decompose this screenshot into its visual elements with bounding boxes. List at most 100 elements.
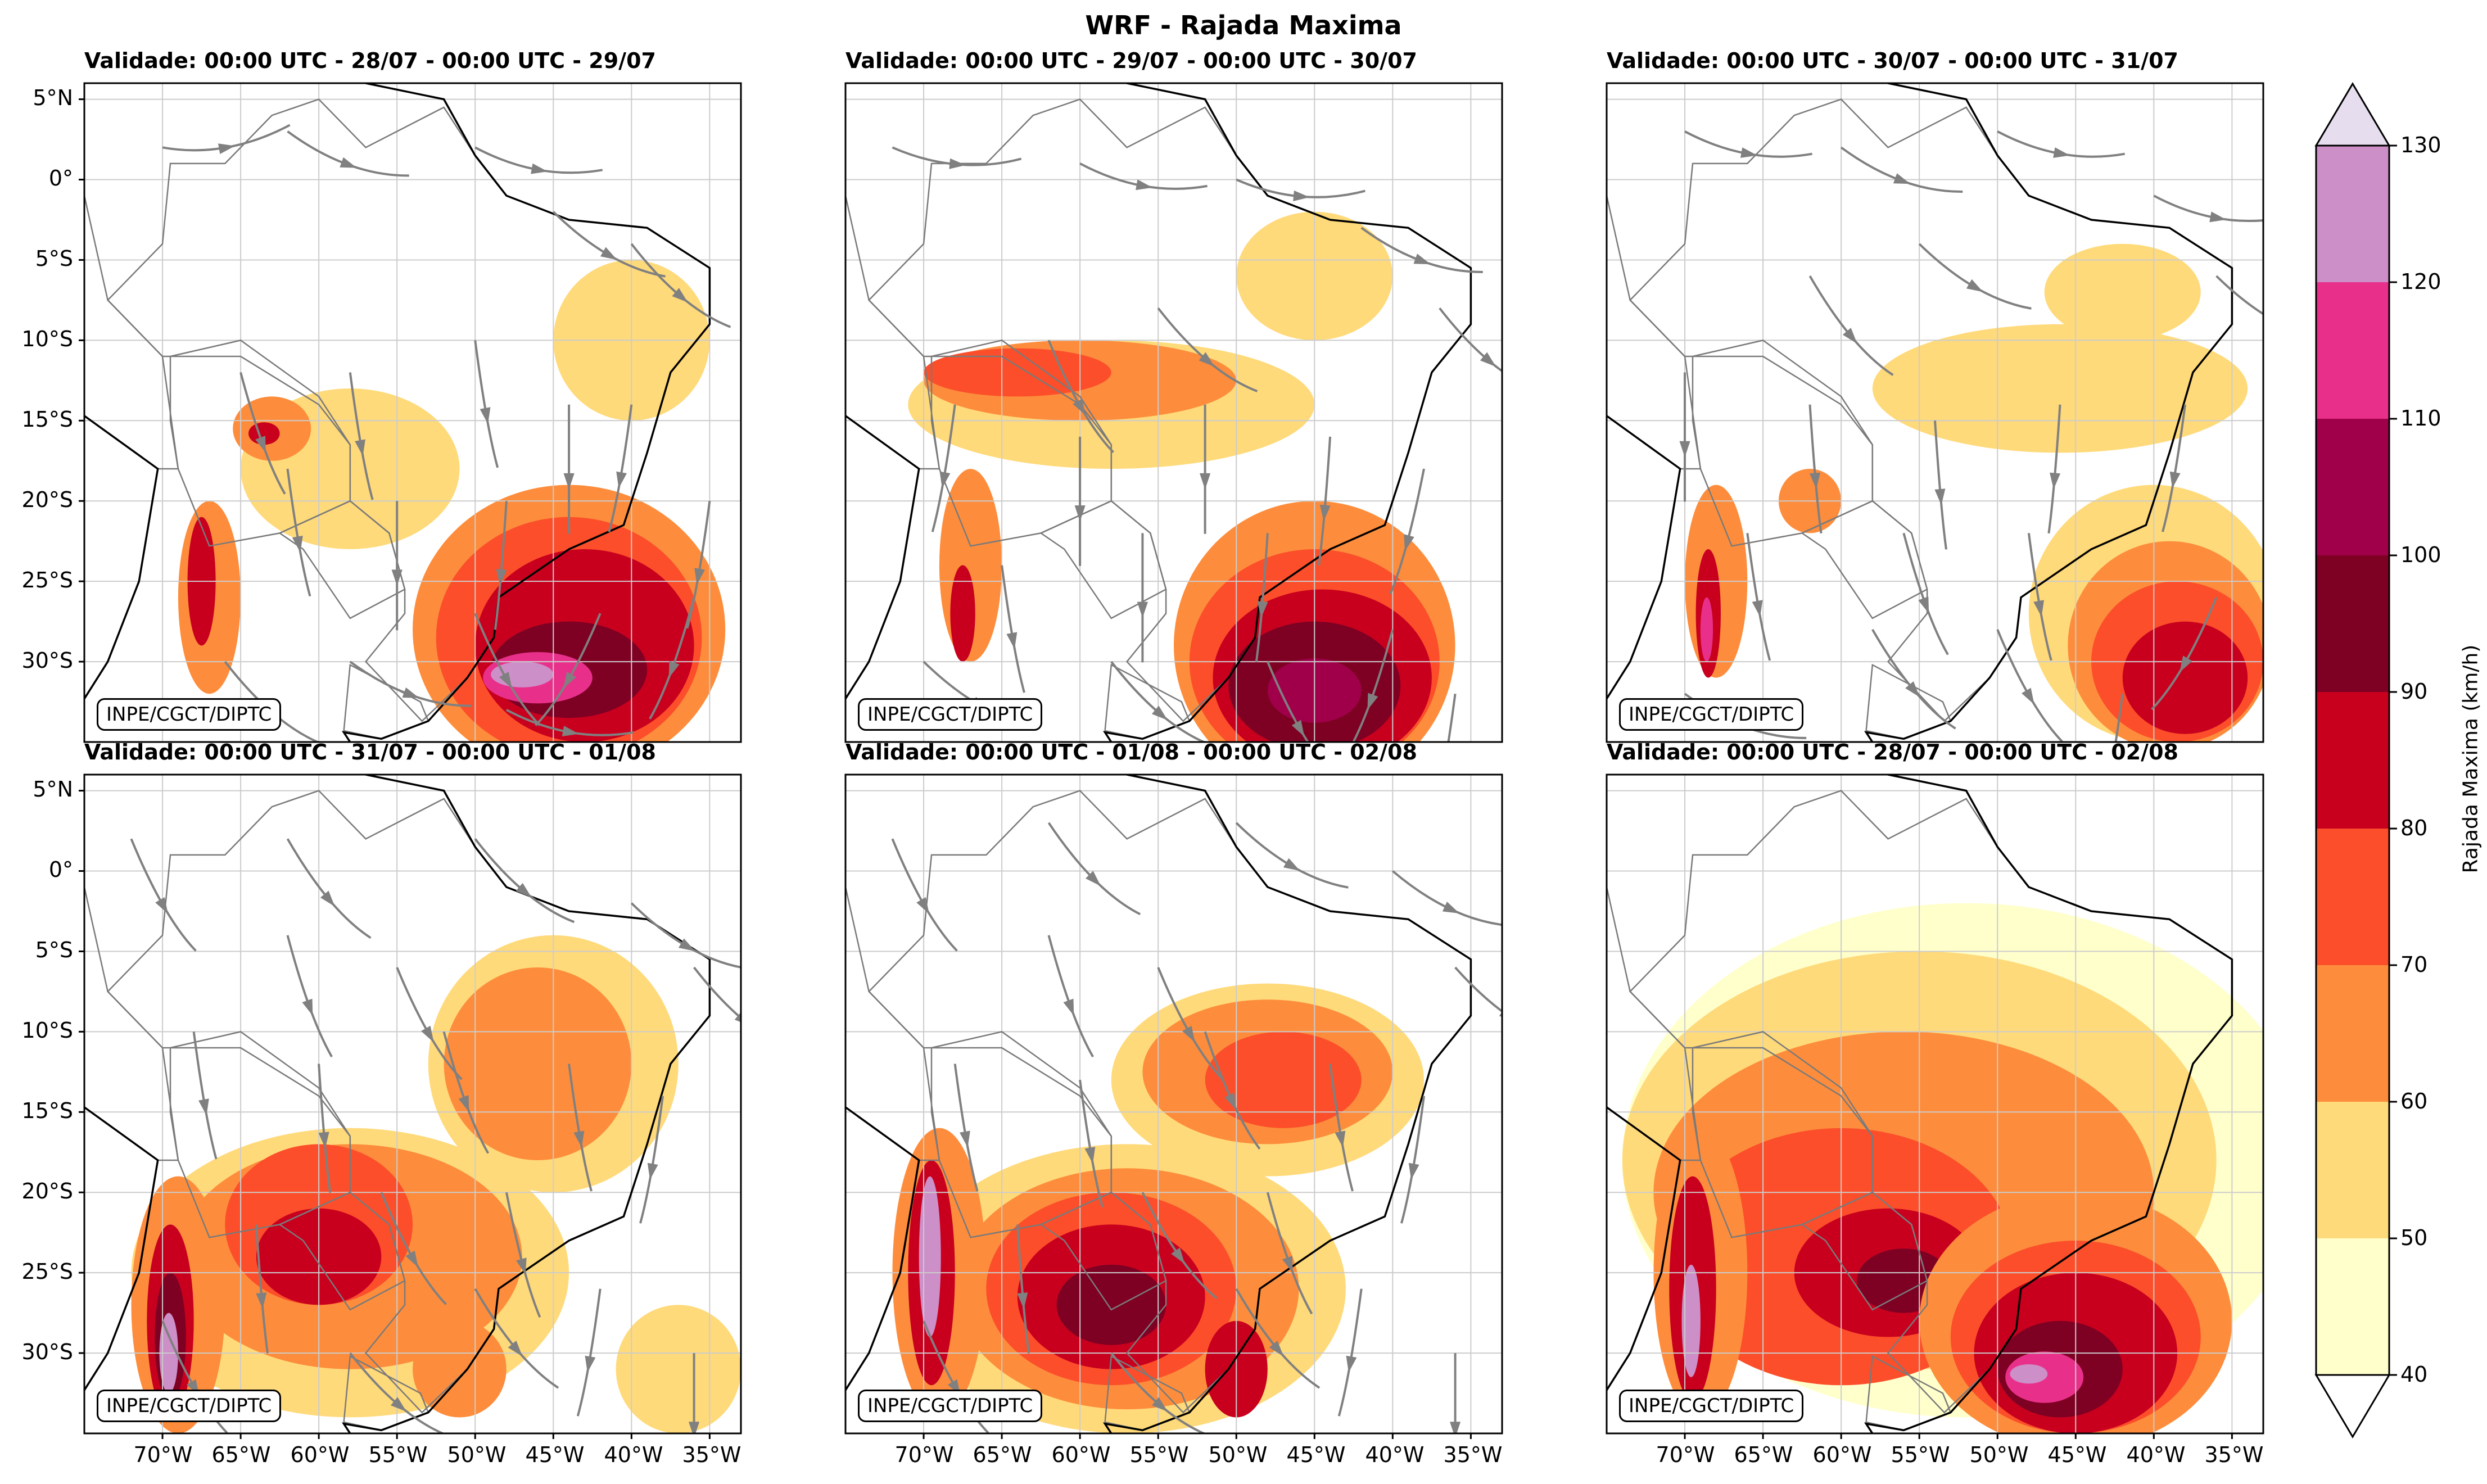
panel-frame xyxy=(1606,82,2264,743)
streamline-arrow xyxy=(1679,441,1690,458)
streamline-arrow xyxy=(563,473,575,490)
panel-4-title: Validade: 00:00 UTC - 31/07 - 00:00 UTC … xyxy=(84,740,656,764)
colorbar-extend-max xyxy=(2314,82,2391,147)
streamline-arrow xyxy=(458,1095,469,1112)
streamline-arrow xyxy=(694,568,706,585)
lat-label-5s-bottom: 5°S xyxy=(35,938,73,962)
streamline-arrow xyxy=(480,407,491,424)
gust-area xyxy=(1681,1264,1701,1377)
lon-label-65w-p4: 65°W xyxy=(211,1442,271,1467)
colorbar-label-60: 60 xyxy=(2400,1089,2428,1114)
streamline-arrow xyxy=(2169,471,2181,488)
colorbar-label-130: 130 xyxy=(2400,133,2441,157)
streamline-arrow xyxy=(1367,693,1378,710)
streamline-arrow xyxy=(155,897,168,914)
panel-6-credit: INPE/CGCT/DIPTC xyxy=(1619,1390,1804,1422)
streamline-arrow xyxy=(218,143,236,154)
gust-area xyxy=(616,1305,741,1433)
streamline xyxy=(1454,966,1502,1013)
streamline-arrow xyxy=(1740,147,1758,158)
colorbar-segment xyxy=(2316,1102,2389,1238)
lon-label-65w-p6: 65°W xyxy=(1734,1442,1793,1467)
country-border xyxy=(278,1191,406,1311)
streamline-arrow xyxy=(318,1132,329,1148)
streamline-arrow xyxy=(1171,1247,1185,1264)
panel-2-credit: INPE/CGCT/DIPTC xyxy=(858,698,1043,731)
gust-area xyxy=(1872,324,2248,453)
panel-frame xyxy=(844,773,1503,1435)
streamline-arrow xyxy=(1480,352,1496,367)
country-border xyxy=(1607,194,1702,470)
country-border xyxy=(278,500,406,619)
streamline-arrow xyxy=(1450,1422,1461,1433)
lon-label-40w-p4: 40°W xyxy=(604,1442,663,1467)
gust-area xyxy=(950,565,975,662)
lat-label-15s-top: 15°S xyxy=(21,407,73,432)
coastline xyxy=(84,83,711,742)
streamline-arrow xyxy=(1335,1130,1346,1148)
streamline-arrow xyxy=(916,897,929,914)
streamline-arrow xyxy=(939,471,951,488)
gust-area xyxy=(413,1320,507,1418)
streamline-arrow xyxy=(302,998,313,1016)
map-panel-6 xyxy=(1606,773,2264,1439)
streamline-arrow xyxy=(255,436,266,453)
streamline-arrow xyxy=(1137,601,1148,618)
panel-6-title: Validade: 00:00 UTC - 28/07 - 00:00 UTC … xyxy=(1607,740,2178,764)
panel-5-credit: INPE/CGCT/DIPTC xyxy=(858,1390,1043,1422)
gust-area xyxy=(1205,1031,1362,1128)
streamline-arrow xyxy=(672,288,688,303)
streamline-arrow xyxy=(2209,211,2227,223)
country-border xyxy=(84,886,179,1161)
streamline-arrow xyxy=(1413,254,1431,265)
streamline-arrow xyxy=(1074,505,1086,522)
streamline xyxy=(2215,275,2263,315)
colorbar xyxy=(2314,82,2397,1438)
streamline-arrow xyxy=(1063,998,1074,1016)
streamline-arrow xyxy=(1752,600,1763,617)
panel-2-title: Validade: 00:00 UTC - 29/07 - 00:00 UTC … xyxy=(845,48,1417,73)
lat-label-5n-top: 5°N xyxy=(33,85,73,110)
streamline-arrow xyxy=(1006,632,1018,649)
panel-1-title: Validade: 00:00 UTC - 28/07 - 00:00 UTC … xyxy=(84,48,656,73)
lon-label-45w-p5: 45°W xyxy=(1286,1442,1346,1467)
colorbar-segment xyxy=(2316,146,2389,282)
map-panel-3 xyxy=(1606,82,2264,743)
lon-label-50w-p4: 50°W xyxy=(447,1442,507,1467)
colorbar-segment xyxy=(2316,829,2389,965)
colorbar-segment xyxy=(2316,965,2389,1102)
streamline-arrow xyxy=(1151,1397,1168,1412)
panel-3-title: Validade: 00:00 UTC - 30/07 - 00:00 UTC … xyxy=(1607,48,2178,73)
map-panel-1 xyxy=(79,82,742,743)
panel-5-title: Validade: 00:00 UTC - 01/08 - 00:00 UTC … xyxy=(845,740,1417,764)
colorbar-label-40: 40 xyxy=(2400,1362,2428,1387)
lat-label-25s-top: 25°S xyxy=(21,568,73,592)
panel-frame xyxy=(1606,773,2264,1435)
coastline xyxy=(845,775,1472,1433)
lon-label-45w-p4: 45°W xyxy=(525,1442,585,1467)
streamline-arrow xyxy=(600,247,617,260)
colorbar-segment xyxy=(2316,692,2389,829)
coastline xyxy=(1607,775,2233,1433)
streamline xyxy=(2114,693,2124,742)
panel-frame xyxy=(844,82,1503,743)
streamline-arrow xyxy=(679,938,695,952)
panel-3-credit: INPE/CGCT/DIPTC xyxy=(1619,698,1804,731)
colorbar-label-70: 70 xyxy=(2400,952,2428,977)
streamline-arrow xyxy=(1084,1147,1096,1164)
lon-label-55w-p4: 55°W xyxy=(368,1442,428,1467)
lat-label-25s-bottom: 25°S xyxy=(21,1259,73,1284)
streamline-arrow xyxy=(734,1012,741,1022)
country-border xyxy=(1039,1191,1167,1311)
country-border xyxy=(1607,886,1702,1161)
streamline-arrow xyxy=(340,157,357,168)
panel-4-credit: INPE/CGCT/DIPTC xyxy=(97,1390,282,1422)
streamline-arrow xyxy=(516,1257,527,1275)
lon-label-55w-p5: 55°W xyxy=(1129,1442,1189,1467)
streamline-arrow xyxy=(960,1130,970,1148)
coastline xyxy=(84,775,711,1433)
lat-label-20s-top: 20°S xyxy=(21,487,73,512)
streamline-arrow xyxy=(2022,687,2034,705)
figure-title: WRF - Rajada Maxima xyxy=(1085,10,1402,40)
